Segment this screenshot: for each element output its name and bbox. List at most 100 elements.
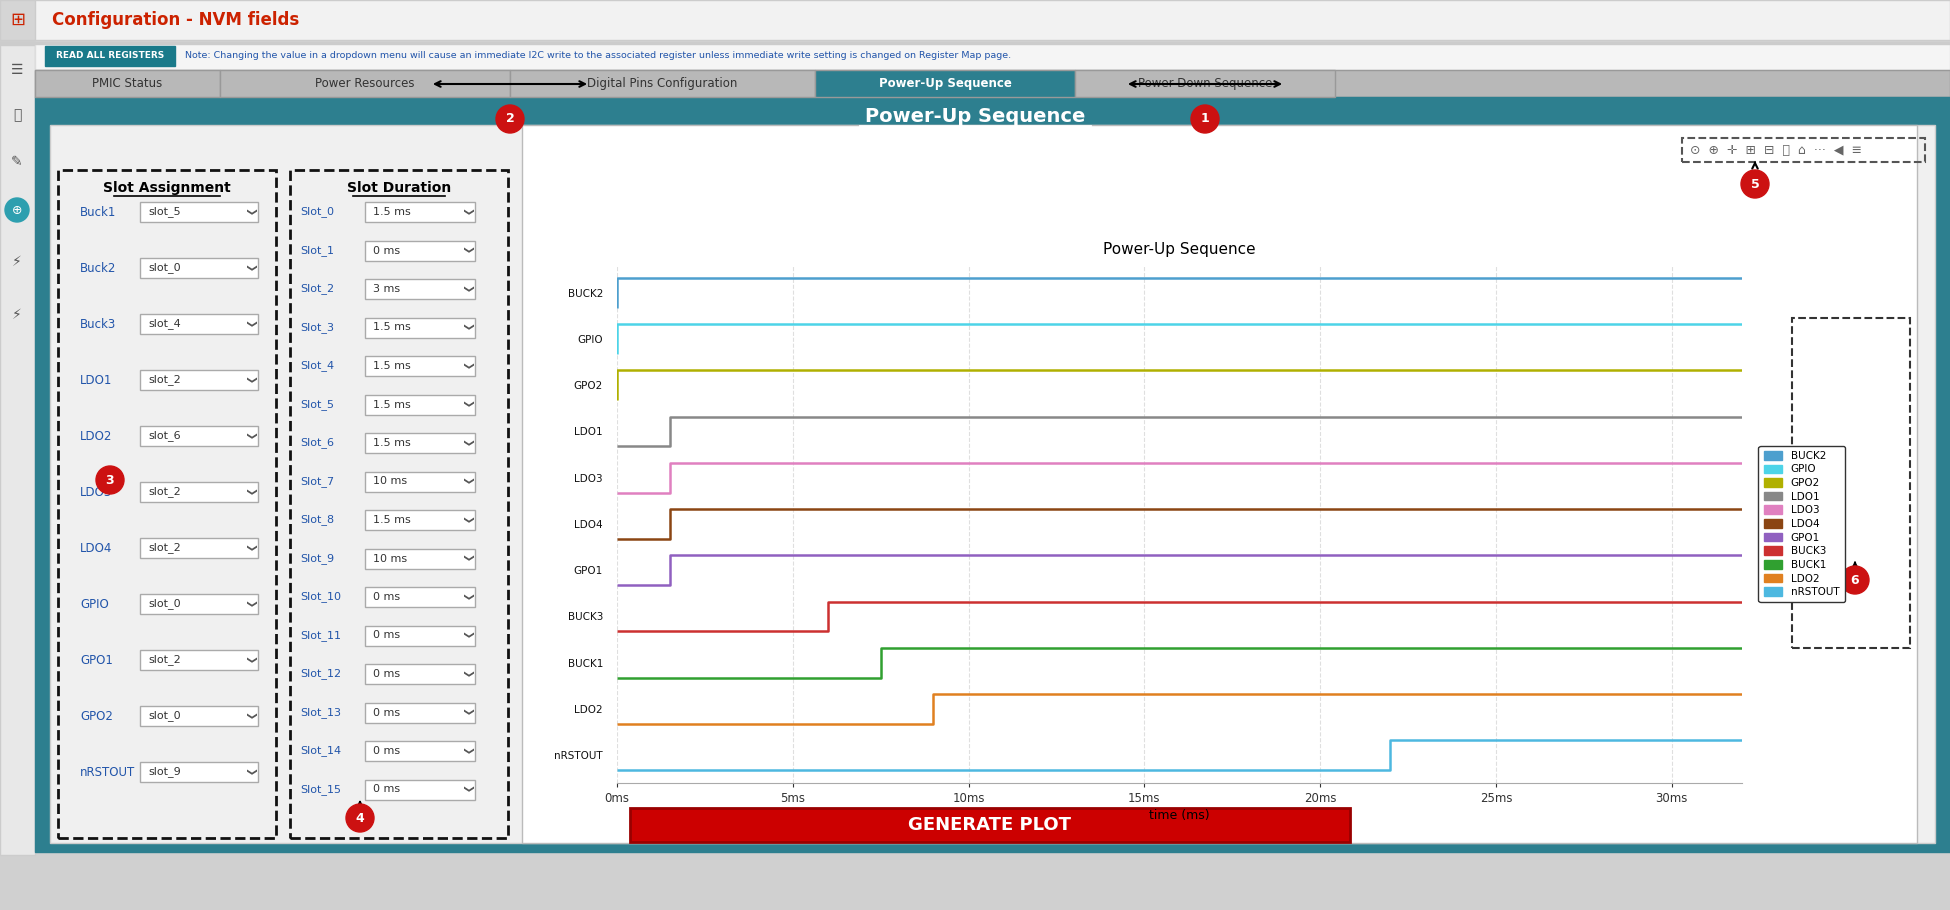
- Text: 10 ms: 10 ms: [372, 553, 408, 563]
- Text: ⚡: ⚡: [12, 308, 21, 322]
- Text: Slot_12: Slot_12: [300, 669, 341, 680]
- Text: 0 ms: 0 ms: [372, 592, 400, 602]
- FancyBboxPatch shape: [140, 202, 257, 222]
- Text: nRSTOUT: nRSTOUT: [554, 751, 603, 761]
- Text: ❯: ❯: [246, 432, 255, 440]
- Text: ❯: ❯: [462, 632, 472, 640]
- Text: ❯: ❯: [462, 785, 472, 794]
- Title: Power-Up Sequence: Power-Up Sequence: [1104, 242, 1256, 257]
- FancyBboxPatch shape: [140, 482, 257, 502]
- Text: ⧉: ⧉: [14, 108, 21, 122]
- FancyBboxPatch shape: [365, 549, 476, 569]
- Text: slot_0: slot_0: [148, 263, 181, 273]
- Text: slot_4: slot_4: [148, 318, 181, 329]
- FancyBboxPatch shape: [0, 42, 1950, 44]
- Text: 0 ms: 0 ms: [372, 669, 400, 679]
- Text: GPO1: GPO1: [80, 653, 113, 666]
- Text: ❯: ❯: [246, 208, 255, 216]
- FancyBboxPatch shape: [140, 370, 257, 390]
- Circle shape: [1841, 566, 1868, 594]
- Text: Slot_8: Slot_8: [300, 514, 333, 525]
- FancyBboxPatch shape: [140, 426, 257, 446]
- Text: ❯: ❯: [246, 264, 255, 272]
- FancyBboxPatch shape: [140, 650, 257, 670]
- Text: Slot_14: Slot_14: [300, 745, 341, 756]
- Text: slot_2: slot_2: [148, 654, 181, 665]
- FancyBboxPatch shape: [0, 45, 35, 855]
- FancyBboxPatch shape: [140, 762, 257, 782]
- Text: 1.5 ms: 1.5 ms: [372, 361, 411, 371]
- Text: Slot_6: Slot_6: [300, 438, 333, 449]
- Text: ❯: ❯: [462, 285, 472, 293]
- Text: Power-Down Sequence: Power-Down Sequence: [1137, 77, 1271, 90]
- Text: 5: 5: [1751, 177, 1759, 190]
- FancyBboxPatch shape: [365, 664, 476, 684]
- Text: GPO2: GPO2: [573, 381, 603, 391]
- Text: 0 ms: 0 ms: [372, 707, 400, 717]
- X-axis label: time (ms): time (ms): [1149, 809, 1209, 823]
- Text: 1: 1: [1201, 113, 1209, 126]
- FancyBboxPatch shape: [35, 70, 220, 97]
- Text: ❯: ❯: [246, 712, 255, 720]
- Text: Configuration - NVM fields: Configuration - NVM fields: [53, 11, 298, 29]
- FancyBboxPatch shape: [35, 42, 1950, 70]
- Text: Slot_15: Slot_15: [300, 784, 341, 795]
- Text: 0 ms: 0 ms: [372, 746, 400, 756]
- Text: ⊙  ⊕  ✛  ⊞  ⊟  ⤡  ⌂  ···  ◀  ≡: ⊙ ⊕ ✛ ⊞ ⊟ ⤡ ⌂ ··· ◀ ≡: [1691, 144, 1862, 157]
- Text: 10 ms: 10 ms: [372, 477, 408, 487]
- Text: Digital Pins Configuration: Digital Pins Configuration: [587, 77, 737, 90]
- Text: ❯: ❯: [246, 320, 255, 329]
- Text: ⊕: ⊕: [12, 204, 21, 217]
- Text: Slot_13: Slot_13: [300, 707, 341, 718]
- Text: slot_0: slot_0: [148, 711, 181, 722]
- Text: LDO3: LDO3: [575, 474, 603, 484]
- Text: ❯: ❯: [462, 362, 472, 370]
- Text: READ ALL REGISTERS: READ ALL REGISTERS: [57, 52, 164, 60]
- Text: ❯: ❯: [462, 516, 472, 524]
- Text: Slot_4: Slot_4: [300, 360, 333, 371]
- Text: ❯: ❯: [462, 323, 472, 331]
- Circle shape: [1741, 170, 1769, 198]
- Text: ❯: ❯: [246, 656, 255, 664]
- Text: LDO1: LDO1: [575, 428, 603, 438]
- Text: Slot_0: Slot_0: [300, 207, 333, 217]
- FancyBboxPatch shape: [630, 808, 1349, 842]
- Text: 7: 7: [1061, 483, 1069, 497]
- FancyBboxPatch shape: [140, 706, 257, 726]
- FancyBboxPatch shape: [511, 70, 815, 97]
- Circle shape: [1191, 105, 1219, 133]
- Text: 1.5 ms: 1.5 ms: [372, 207, 411, 217]
- FancyBboxPatch shape: [51, 125, 1934, 843]
- FancyBboxPatch shape: [365, 318, 476, 338]
- Text: Power-Up Sequence: Power-Up Sequence: [879, 77, 1012, 90]
- Text: Slot_11: Slot_11: [300, 630, 341, 641]
- Text: 0 ms: 0 ms: [372, 784, 400, 794]
- Circle shape: [6, 198, 29, 222]
- Circle shape: [495, 105, 525, 133]
- Text: LDO2: LDO2: [575, 705, 603, 715]
- Text: ❯: ❯: [462, 400, 472, 409]
- FancyBboxPatch shape: [365, 510, 476, 530]
- Text: Buck3: Buck3: [80, 318, 117, 330]
- FancyBboxPatch shape: [365, 240, 476, 260]
- Text: ⚡: ⚡: [12, 255, 21, 269]
- Text: ❯: ❯: [462, 439, 472, 447]
- Text: BUCK1: BUCK1: [567, 659, 603, 669]
- Text: ⊕: ⊕: [12, 203, 23, 217]
- Text: 0 ms: 0 ms: [372, 246, 400, 256]
- Text: 0 ms: 0 ms: [372, 631, 400, 641]
- Text: slot_5: slot_5: [148, 207, 181, 217]
- Text: GENERATE PLOT: GENERATE PLOT: [909, 816, 1071, 834]
- FancyBboxPatch shape: [35, 70, 1950, 97]
- FancyBboxPatch shape: [220, 70, 511, 97]
- Text: Note: Changing the value in a dropdown menu will cause an immediate I2C write to: Note: Changing the value in a dropdown m…: [185, 52, 1012, 60]
- Text: ❯: ❯: [462, 670, 472, 678]
- Circle shape: [345, 804, 374, 832]
- FancyBboxPatch shape: [365, 780, 476, 800]
- Text: ✎: ✎: [12, 155, 23, 169]
- Text: LDO3: LDO3: [80, 486, 113, 499]
- FancyBboxPatch shape: [1074, 70, 1336, 97]
- Text: ❯: ❯: [462, 554, 472, 562]
- Circle shape: [96, 466, 125, 494]
- Text: 6: 6: [1851, 573, 1858, 587]
